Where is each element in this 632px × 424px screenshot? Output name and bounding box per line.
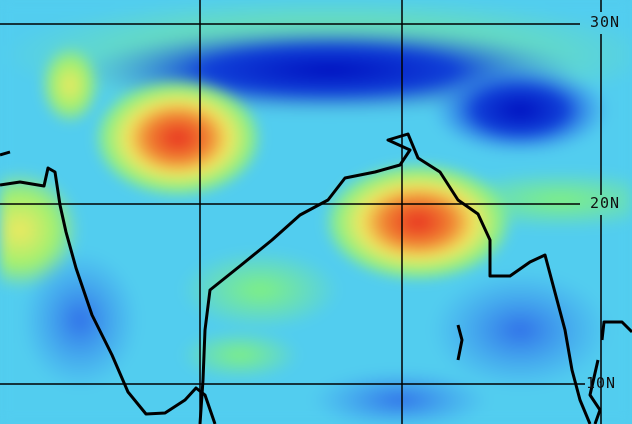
latitude-label-20n: 20N — [590, 194, 621, 212]
coastline — [0, 132, 632, 424]
latitude-label-30n: 30N — [590, 13, 621, 31]
latitude-label-10n: 10N — [586, 374, 617, 392]
graticule — [0, 0, 602, 424]
